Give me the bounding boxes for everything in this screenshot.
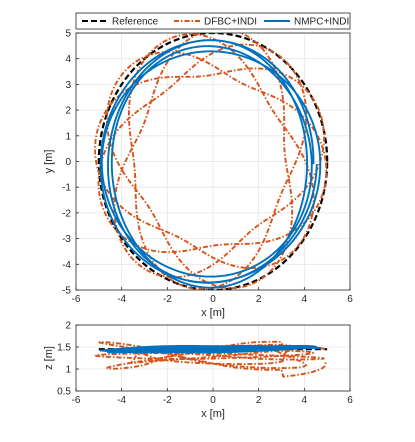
xz-y-tick-label: 2 <box>65 321 71 332</box>
xy-ticks: -6 -4 -2 0 2 4 6 -5 -4 -3 -2 -1 0 1 2 3 4 5 <box>62 29 353 306</box>
xz-y-tick-label: 1 <box>65 365 71 376</box>
xy-y-tick-label: 5 <box>65 29 71 40</box>
xy-x-tick-label: -2 <box>163 294 172 305</box>
xy-x-axis-label: x [m] <box>201 307 225 319</box>
xz-nmpc-indi-line <box>99 345 322 354</box>
xz-series-group <box>94 340 328 378</box>
xy-x-tick-label: 4 <box>302 294 308 305</box>
xy-x-tick-label: -4 <box>117 294 126 305</box>
xy-y-tick-label: -4 <box>62 260 71 271</box>
xz-x-tick-label: 2 <box>256 395 262 406</box>
legend-label: DFBC+INDI <box>204 17 257 28</box>
legend-label: NMPC+INDI <box>294 17 349 28</box>
legend: Reference DFBC+INDI NMPC+INDI <box>75 12 351 30</box>
xy-x-tick-label: 0 <box>210 294 216 305</box>
xz-x-tick-label: -2 <box>163 395 172 406</box>
xz-x-tick-label: 4 <box>302 395 308 406</box>
xy-y-axis-label: y [m] <box>43 150 55 174</box>
xz-y-tick-label: 0.5 <box>57 387 71 398</box>
xy-series-group <box>94 33 329 290</box>
xy-x-tick-label: 2 <box>256 294 262 305</box>
xy-y-tick-label: 4 <box>65 54 71 65</box>
xz-x-tick-label: 6 <box>347 395 353 406</box>
xz-x-tick-label: -4 <box>117 395 126 406</box>
legend-label: Reference <box>112 17 159 28</box>
nmpc-indi-trajectory-line <box>99 39 322 289</box>
legend-box <box>75 12 351 30</box>
xy-y-tick-label: -5 <box>62 286 71 297</box>
xy-y-tick-label: 1 <box>65 131 71 142</box>
xy-y-tick-label: 3 <box>65 80 71 91</box>
xz-x-axis-label: x [m] <box>201 408 225 420</box>
xy-trajectory-plot: -6 -4 -2 0 2 4 6 -5 -4 -3 -2 -1 0 1 2 3 4 5 x [m] y [m] R… <box>43 12 353 319</box>
xz-x-tick-label: -6 <box>72 395 81 406</box>
xy-y-tick-label: 2 <box>65 106 71 117</box>
xz-x-tick-label: 0 <box>210 395 216 406</box>
xy-y-tick-label: 0 <box>65 157 71 168</box>
xz-y-tick-label: 1.5 <box>57 343 71 354</box>
xz-y-axis-label: z [m] <box>43 346 55 370</box>
xz-ticks: -6 -4 -2 0 2 4 6 0.5 1 1.5 2 <box>57 321 353 407</box>
xz-dfbc-indi-line <box>94 340 327 378</box>
xz-trajectory-plot: -6 -4 -2 0 2 4 6 0.5 1 1.5 2 x [m] z [m] <box>43 321 353 421</box>
dfbc-indi-trajectory-line <box>94 33 328 290</box>
xy-y-tick-label: -2 <box>62 208 71 219</box>
xy-y-tick-label: -3 <box>62 234 71 245</box>
xy-x-tick-label: 6 <box>347 294 353 305</box>
xy-y-tick-label: -1 <box>62 183 71 194</box>
xy-x-tick-label: -6 <box>72 294 81 305</box>
